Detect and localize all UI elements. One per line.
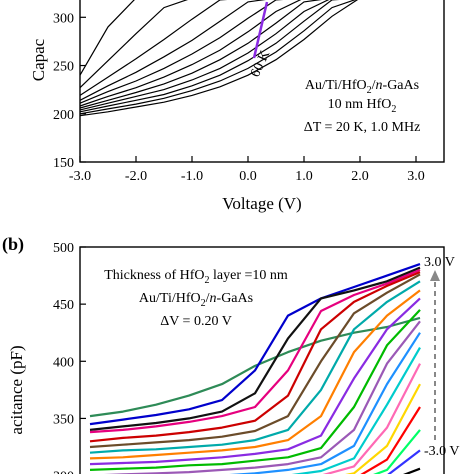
panel-a-y-axis-label: Capac <box>29 38 48 81</box>
panel-b-curve-5 <box>89 271 421 443</box>
panel-b-arrow-head-icon <box>430 270 440 281</box>
panel-a-curve-11 <box>79 0 135 76</box>
panel-a-x-axis-label: Voltage (V) <box>222 194 301 213</box>
panel-b-curve-4 <box>89 268 421 434</box>
panel-b-curve-8 <box>89 289 421 460</box>
panel-a-curves <box>79 0 359 117</box>
panel-b-curve-1 <box>89 316 421 418</box>
panel-a-curve-9 <box>79 0 228 96</box>
panel-b-y-ticks: 500 450 400 350 300 <box>53 241 86 474</box>
panel-a-curve-2 <box>79 0 357 115</box>
panel-a: -3.0 -2.0 -1.0 0.0 1.0 2.0 3.0 150 200 250 300 60… <box>29 0 445 213</box>
panel-b-curve-9 <box>89 297 421 466</box>
panel-b-arrow-bottom-label: -3.0 V <box>424 444 460 459</box>
panel-a-y-tick-label: 200 <box>53 108 74 123</box>
panel-b-curve-2 <box>89 263 421 426</box>
panel-b-curve-14 <box>322 363 421 474</box>
panel-b-annotation-line-1: Thickness of HfO2 layer =10 nm <box>104 268 288 286</box>
panel-b-annotation-line-2: Au/Ti/HfO2/n-GaAs <box>139 291 253 309</box>
panel-b-label: (b) <box>2 234 24 255</box>
panel-b-y-tick-label: 300 <box>53 470 74 474</box>
panel-b-curve-11 <box>103 320 421 474</box>
panel-a-curve-1 <box>79 0 359 117</box>
panel-b-curve-15 <box>345 383 421 474</box>
panel-b-curve-16 <box>360 406 421 474</box>
panel-a-arrow-label: 60 K <box>248 48 273 79</box>
panel-a-plot-frame <box>79 0 445 163</box>
panel-a-x-tick-label: -3.0 <box>69 169 91 184</box>
panel-b-arrow-top-label: 3.0 V <box>424 255 455 270</box>
panel-a-x-tick-label: -2.0 <box>125 169 147 184</box>
panel-a-annotation-line-2: 10 nm HfO2 <box>328 97 397 115</box>
panel-b-annotation-line-3: ΔV = 0.20 V <box>160 314 232 329</box>
panel-a-x-tick-label: 2.0 <box>351 169 369 184</box>
panel-a-curve-8 <box>79 0 266 101</box>
panel-b-y-tick-label: 450 <box>53 298 74 313</box>
panel-b-y-tick-label: 400 <box>53 355 74 370</box>
panel-a-annotation-line-1: Au/Ti/HfO2/n-GaAs <box>305 78 419 96</box>
panel-b-curve-6 <box>89 273 421 449</box>
panel-a-x-ticks: -3.0 -2.0 -1.0 0.0 1.0 2.0 3.0 <box>69 156 425 184</box>
panel-a-curve-4 <box>79 0 330 111</box>
panel-a-curve-10 <box>79 0 189 89</box>
panel-b-curve-10 <box>89 309 421 471</box>
panel-b-curve-3 <box>89 266 421 431</box>
panel-a-temperature-arrow <box>252 1 269 59</box>
panel-b-curve-7 <box>89 280 421 454</box>
panel-a-y-ticks: 150 200 250 300 <box>53 11 86 171</box>
panel-a-x-tick-label: 3.0 <box>407 169 425 184</box>
panel-a-curve-6 <box>79 0 302 107</box>
panel-b-plot-frame <box>79 246 445 474</box>
panel-b-curve-12 <box>229 332 421 474</box>
panel-a-y-tick-label: 250 <box>53 60 74 75</box>
panel-a-curve-7 <box>79 0 284 104</box>
panel-b-curve-13 <box>291 347 421 474</box>
panel-b-y-tick-label: 350 <box>53 412 74 427</box>
panel-a-x-tick-label: 1.0 <box>295 169 313 184</box>
panel-b-y-axis-label: acitance (pF) <box>7 345 26 434</box>
panel-a-curve-3 <box>79 0 340 113</box>
panel-a-x-tick-label: 0.0 <box>239 169 257 184</box>
panel-a-y-tick-label: 300 <box>53 11 74 26</box>
panel-a-x-tick-label: -1.0 <box>181 169 203 184</box>
panel-b: (b) 500 450 400 350 300 acitance (pF) Thickn… <box>2 234 460 474</box>
panel-a-y-tick-label: 150 <box>53 156 74 171</box>
panel-a-annotation-line-3: ΔT = 20 K, 1.0 MHz <box>304 120 421 135</box>
panel-a-curve-5 <box>79 0 322 109</box>
panel-b-y-tick-label: 500 <box>53 241 74 256</box>
